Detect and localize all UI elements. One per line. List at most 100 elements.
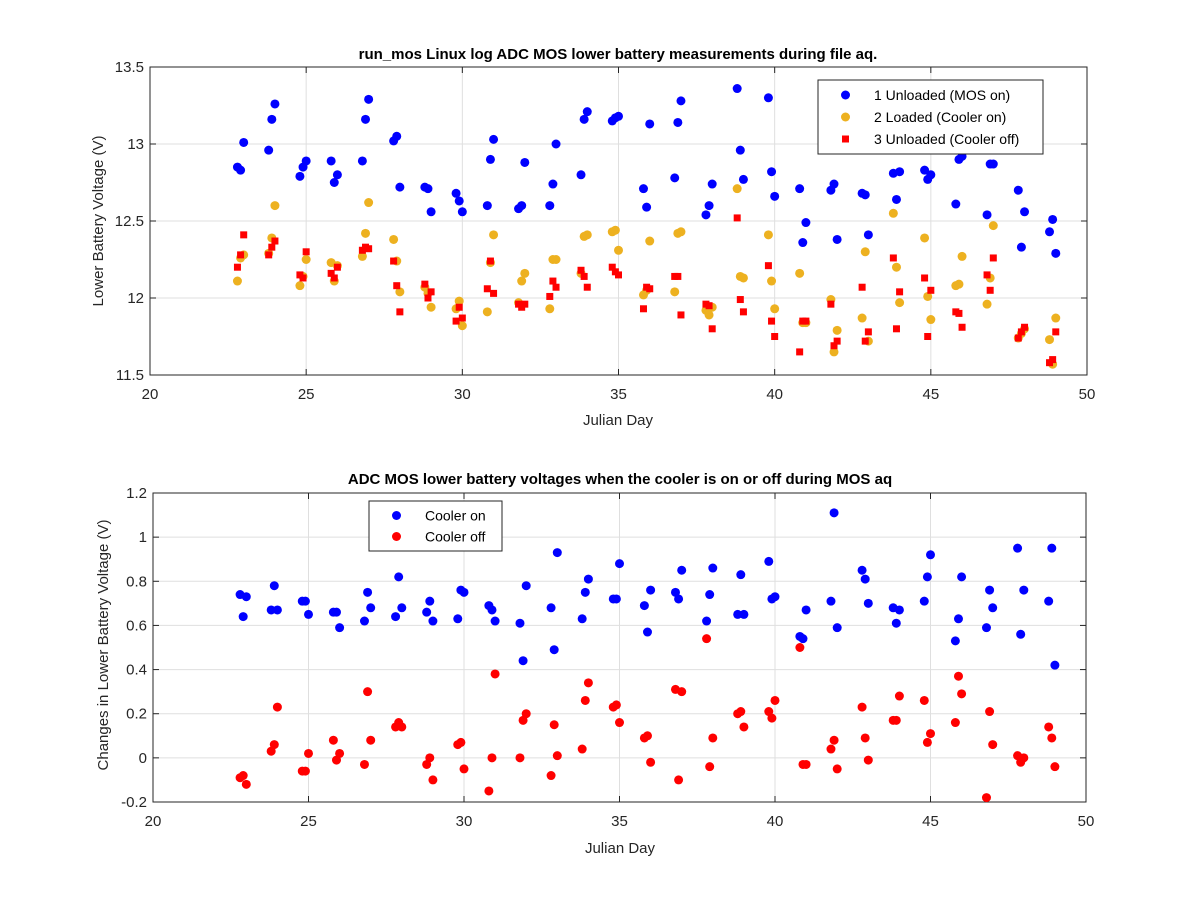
bottom-legend-marker <box>392 532 401 541</box>
bottom-data-point <box>490 669 500 679</box>
top-data-point <box>801 218 811 228</box>
top-data-point <box>520 268 530 278</box>
top-data-point <box>895 298 905 308</box>
top-data-point <box>458 314 466 322</box>
top-data-point <box>545 201 555 211</box>
bottom-chart-title: ADC MOS lower battery voltages when the … <box>348 471 892 488</box>
bottom-data-point <box>583 678 593 688</box>
top-data-point <box>739 308 747 316</box>
top-data-point <box>423 184 433 194</box>
top-data-point <box>1020 207 1030 217</box>
top-data-point <box>333 263 341 271</box>
top-data-point <box>489 134 499 144</box>
bottom-data-point <box>891 618 901 628</box>
bottom-legend-label: Cooler on <box>425 508 486 524</box>
bottom-data-point <box>515 753 525 763</box>
top-data-point <box>265 251 273 259</box>
top-data-point <box>676 227 686 237</box>
bottom-data-point <box>577 744 587 754</box>
top-data-point <box>577 266 585 274</box>
top-data-point <box>295 171 305 181</box>
top-data-point <box>926 315 936 325</box>
top-data-point <box>927 286 935 294</box>
top-data-point <box>986 286 994 294</box>
bottom-data-point <box>674 594 684 604</box>
bottom-data-point <box>459 587 469 597</box>
bottom-data-point <box>981 793 991 803</box>
bottom-data-point <box>1047 543 1057 553</box>
bottom-data-point <box>615 559 624 569</box>
top-data-point <box>301 255 311 264</box>
top-data-point <box>638 184 648 194</box>
top-chart-ylabel: Lower Battery Voltage (V) <box>90 136 107 307</box>
top-data-point <box>357 251 367 261</box>
bottom-data-point <box>363 687 373 697</box>
bottom-data-point <box>487 605 497 615</box>
bottom-data-point <box>953 671 963 681</box>
top-data-point <box>295 281 305 291</box>
top-data-point <box>392 131 402 141</box>
top-data-point <box>645 236 655 246</box>
top-data-point <box>237 251 245 259</box>
top-data-point <box>830 342 838 350</box>
bottom-data-point <box>304 748 313 758</box>
top-data-point <box>393 282 401 290</box>
bottom-data-point <box>639 601 649 611</box>
top-data-point <box>988 159 998 169</box>
top-data-point <box>860 190 870 200</box>
top-y-tick-label: 12.5 <box>115 213 144 230</box>
top-data-point <box>795 268 805 278</box>
bottom-data-point <box>549 645 559 655</box>
top-data-point <box>327 269 335 277</box>
bottom-data-point <box>583 574 593 584</box>
top-data-point <box>1052 328 1060 336</box>
top-data-point <box>232 276 242 286</box>
top-data-point <box>517 201 527 211</box>
top-data-point <box>957 251 967 261</box>
bottom-data-point <box>359 759 369 769</box>
bottom-data-point <box>708 733 718 743</box>
top-legend-marker <box>841 90 850 100</box>
top-data-point <box>271 237 279 245</box>
bottom-data-point <box>922 737 932 747</box>
bottom-data-point <box>926 729 935 739</box>
top-data-point <box>455 303 463 311</box>
bottom-data-point <box>484 786 494 796</box>
top-x-tick-label: 30 <box>454 386 471 403</box>
bottom-x-tick-label: 35 <box>611 813 628 830</box>
bottom-data-point <box>425 596 435 606</box>
top-data-point <box>892 325 900 333</box>
top-data-point <box>361 228 371 238</box>
bottom-data-point <box>857 702 867 712</box>
top-data-point <box>958 323 966 331</box>
top-data-point <box>457 321 467 331</box>
bottom-data-point <box>422 607 432 617</box>
top-data-point <box>426 207 436 217</box>
bottom-data-point <box>300 766 310 776</box>
top-data-point <box>549 277 557 285</box>
bottom-data-point <box>829 735 839 745</box>
top-data-point <box>580 272 588 280</box>
top-data-point <box>982 299 992 309</box>
top-data-point <box>482 201 492 211</box>
bottom-x-tick-label: 45 <box>922 813 939 830</box>
top-data-point <box>642 202 652 212</box>
bottom-data-point <box>490 616 500 626</box>
top-data-point <box>767 276 777 286</box>
top-data-point <box>451 188 461 198</box>
bottom-data-point <box>266 605 276 615</box>
top-data-point <box>545 304 555 314</box>
top-data-point <box>239 137 249 147</box>
top-data-point <box>582 230 592 240</box>
top-data-point <box>891 194 901 204</box>
top-data-point <box>639 305 647 313</box>
top-data-point <box>864 328 872 336</box>
top-data-point <box>546 292 554 300</box>
bottom-data-point <box>863 598 873 608</box>
bottom-data-point <box>238 771 248 781</box>
bottom-data-point <box>985 585 995 595</box>
bottom-legend: Cooler on Cooler off <box>368 500 503 552</box>
bottom-data-point <box>335 748 345 758</box>
top-series-3 <box>233 214 1060 367</box>
